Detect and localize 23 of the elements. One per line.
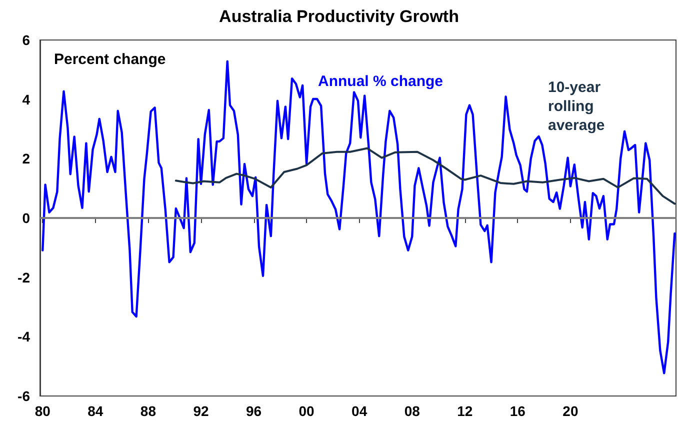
y-tick-label: -2 [18,269,30,286]
y-tick-label: 4 [22,91,30,108]
y-tick-label: 0 [22,210,30,226]
y-tick-label: -6 [18,388,30,404]
x-tick-label: 04 [352,403,368,419]
x-tick-label: 12 [457,403,473,419]
x-tick-label: 88 [140,403,156,419]
x-tick-label: 20 [562,403,578,419]
line-series [174,147,676,205]
x-tick-label: 80 [34,403,51,419]
chart-title: Australia Productivity Growth [219,7,459,26]
x-tick-label: 92 [193,403,209,419]
y-tick-label: 2 [22,150,30,167]
x-tick-label: 84 [88,403,104,419]
x-tick-label: 08 [404,403,420,419]
y-tick-label: -4 [18,328,30,345]
x-tick-label: 96 [246,403,262,419]
text: 10-year rolling average [548,79,605,134]
x-tick-label: 16 [510,403,526,419]
x-tick-label: 00 [298,403,315,419]
series-label: Annual % change [318,73,444,90]
y-axis-title: Percent change [54,51,166,68]
y-tick-label: 6 [22,32,30,48]
